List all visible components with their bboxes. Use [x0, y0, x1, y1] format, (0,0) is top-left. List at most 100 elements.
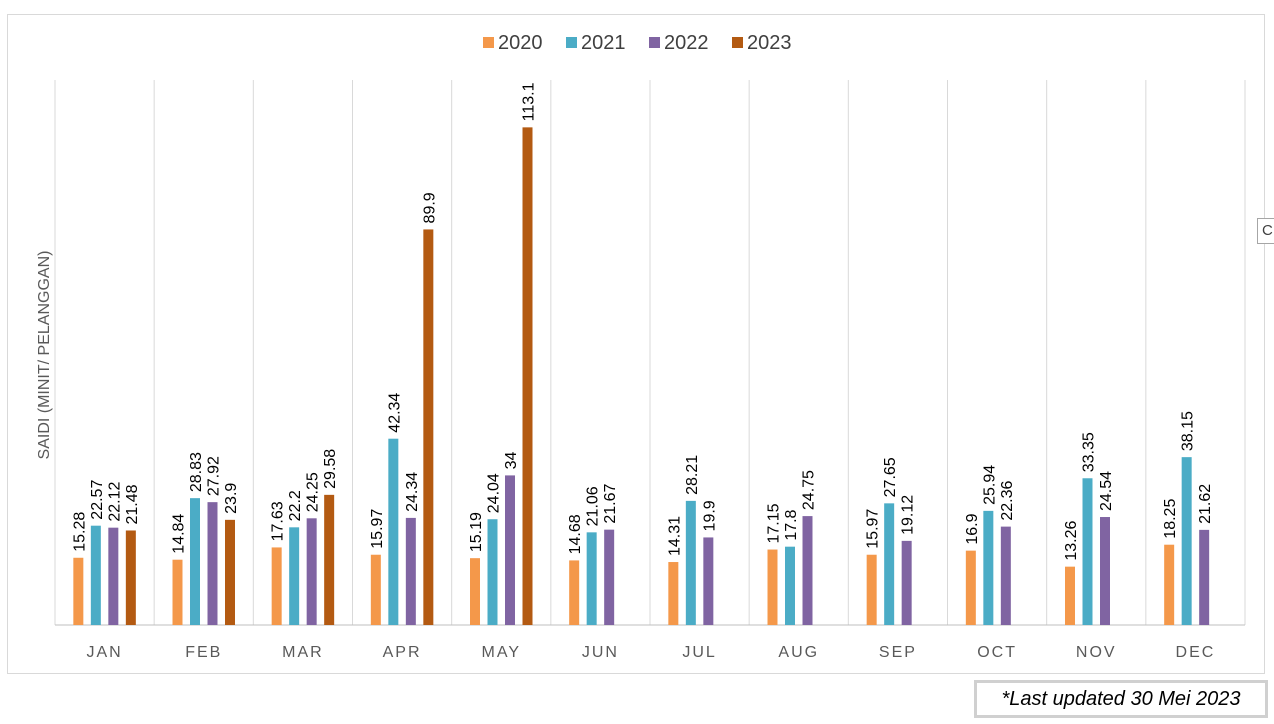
x-tick-label: NOV [1076, 644, 1117, 661]
bar-jul-2020 [668, 562, 679, 625]
data-label: 19.9 [701, 500, 718, 531]
bar-may-2020 [470, 558, 480, 625]
data-label: 33.35 [1081, 432, 1098, 472]
data-label: 21.06 [585, 486, 602, 526]
data-label: 15.19 [468, 512, 485, 552]
bar-nov-2022 [1100, 517, 1110, 625]
y-axis-label: SAIDI (MINIT/ PELANGGAN) [36, 251, 53, 460]
bar-oct-2020 [965, 550, 976, 625]
bar-jan-2021 [90, 525, 101, 625]
bar-dec-2021 [1181, 457, 1192, 625]
bar-jun-2022 [604, 529, 615, 625]
data-label: 17.15 [766, 503, 783, 543]
bar-jul-2021 [685, 500, 696, 625]
chart-frame: 15.28 22.57 22.12 21.48 14.84 28.83 27.92 23.9 1… [7, 14, 1265, 674]
data-label: 22.2 [287, 490, 304, 521]
gridlines [54, 80, 1246, 626]
bar-feb-2022 [207, 502, 218, 625]
bar-feb-2023 [225, 519, 235, 625]
bar-jun-2021 [586, 532, 597, 625]
legend: 2020 2021 2022 2023 [483, 32, 792, 54]
x-tick-label: JUN [582, 644, 619, 661]
bar-dec-2020 [1164, 544, 1175, 625]
bar-feb-2021 [190, 498, 200, 625]
bar-jan-2022 [108, 527, 119, 625]
bar-mar-2022 [306, 518, 317, 625]
legend-swatch-2020 [483, 37, 494, 48]
legend-label-2022: 2022 [664, 32, 709, 54]
bar-apr-2023 [423, 229, 434, 625]
bar-jun-2020 [569, 560, 580, 625]
last-updated-note: *Last updated 30 Mei 2023 [974, 680, 1268, 718]
legend-label-2021: 2021 [581, 32, 626, 54]
data-label: 22.12 [106, 482, 123, 522]
bar-nov-2021 [1082, 478, 1093, 625]
legend-swatch-2023 [732, 37, 743, 48]
data-label: 34 [503, 452, 520, 470]
data-label: 23.9 [223, 483, 240, 514]
x-tick-label: DEC [1176, 644, 1216, 661]
data-label: 38.15 [1180, 411, 1197, 451]
x-tick-label: AUG [778, 644, 819, 661]
data-label: 24.54 [1098, 471, 1115, 511]
bar-aug-2022 [802, 516, 813, 625]
bar-jan-2020 [73, 557, 84, 625]
x-tick-label: JAN [86, 644, 122, 661]
data-label: 15.28 [71, 512, 88, 552]
bar-aug-2021 [785, 546, 795, 625]
x-tick-label: JUL [682, 644, 716, 661]
data-label: 113.1 [521, 82, 538, 121]
data-label: 28.21 [684, 455, 701, 495]
bar-mar-2020 [271, 547, 282, 625]
legend-swatch-2021 [566, 37, 577, 48]
x-axis: JAN FEB MAR APR MAY JUN JUL AUG SEP OCT NOV DEC [86, 644, 1216, 661]
bar-may-2021 [487, 519, 498, 625]
data-label: 17.63 [270, 501, 287, 541]
bar-oct-2022 [1000, 526, 1011, 625]
data-label: 42.34 [386, 393, 403, 433]
data-label: 24.34 [404, 472, 421, 512]
data-label: 15.97 [865, 509, 882, 549]
data-label: 21.62 [1197, 484, 1214, 524]
bars [73, 127, 1210, 626]
x-tick-label: MAR [282, 644, 324, 661]
data-label: 22.36 [999, 480, 1016, 520]
data-label: 21.67 [602, 484, 619, 524]
data-label: 13.26 [1063, 521, 1080, 561]
data-label: 18.25 [1162, 499, 1179, 539]
bar-sep-2021 [884, 503, 895, 625]
bar-nov-2020 [1065, 566, 1075, 625]
bar-mar-2021 [289, 527, 300, 625]
data-label: 14.68 [567, 514, 584, 554]
bar-sep-2020 [866, 554, 877, 625]
bar-mar-2023 [324, 494, 335, 625]
data-label: 24.04 [486, 473, 503, 513]
legend-label-2023: 2023 [747, 32, 792, 54]
data-label: 27.92 [206, 456, 223, 496]
data-label: 22.57 [89, 480, 106, 520]
data-label: 21.48 [124, 484, 141, 524]
bar-dec-2022 [1199, 529, 1210, 625]
x-tick-label: FEB [185, 644, 222, 661]
data-label: 24.75 [801, 470, 818, 510]
x-tick-label: SEP [879, 644, 917, 661]
legend-swatch-2022 [649, 37, 660, 48]
bar-sep-2022 [901, 540, 912, 625]
data-label: 27.65 [882, 457, 899, 497]
x-tick-label: MAY [482, 644, 521, 661]
bar-apr-2020 [370, 554, 381, 625]
bar-feb-2020 [172, 559, 183, 625]
data-label: 29.58 [322, 449, 339, 489]
data-label: 89.9 [421, 192, 438, 223]
data-label: 25.94 [981, 465, 998, 505]
data-label: 28.83 [188, 452, 205, 492]
bar-may-2022 [505, 475, 515, 625]
data-label: 14.84 [171, 514, 188, 554]
bar-oct-2021 [983, 510, 994, 625]
x-tick-label: APR [383, 644, 422, 661]
side-panel-button[interactable]: C [1257, 218, 1274, 244]
data-label: 14.31 [666, 516, 683, 556]
bar-may-2023 [522, 127, 533, 626]
